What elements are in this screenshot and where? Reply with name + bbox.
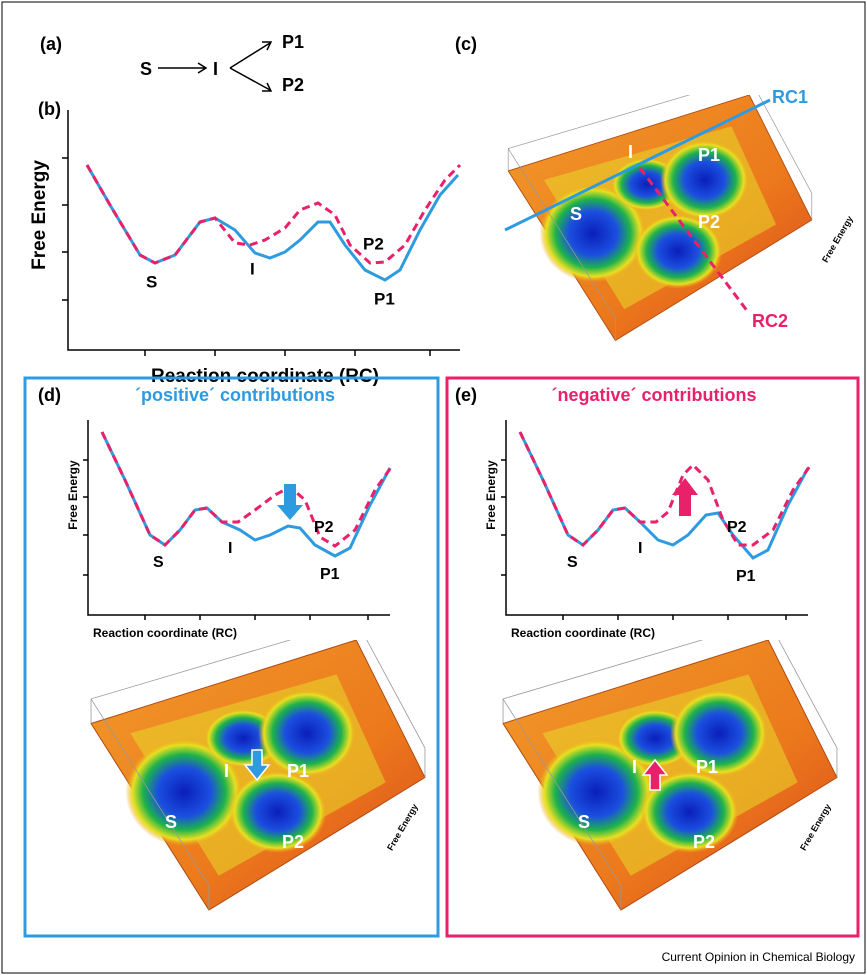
- state: P2: [363, 234, 384, 253]
- state: P2: [693, 832, 715, 852]
- arrow: [158, 63, 206, 73]
- state: I: [224, 761, 229, 781]
- x-axis-label: Reaction coordinate (RC): [93, 626, 237, 640]
- z-axis-label: Free Energy: [385, 802, 420, 852]
- panel-label: (d): [38, 385, 61, 405]
- profile-curve: [520, 432, 808, 558]
- state: P2: [282, 75, 304, 95]
- energy-surface: [503, 620, 837, 910]
- y-axis-label: Free Energy: [29, 160, 50, 270]
- state: I: [250, 259, 255, 278]
- rc-label: RC1: [772, 87, 808, 107]
- state: S: [567, 554, 578, 571]
- panel-title: ´negative´ contributions: [551, 385, 756, 405]
- state: S: [570, 204, 582, 224]
- profile-curve-alt: [102, 432, 392, 546]
- x-axis-label: Reaction coordinate (RC): [511, 626, 655, 640]
- state: P2: [282, 832, 304, 852]
- profile-curve-alt: [87, 165, 460, 263]
- panel-label: (e): [455, 385, 477, 405]
- energy-surface: [508, 77, 812, 340]
- profile-curve-alt: [520, 432, 810, 545]
- state: P1: [282, 32, 304, 52]
- z-axis-label: Free Energy: [798, 802, 833, 852]
- state: P1: [696, 757, 718, 777]
- state: P1: [698, 145, 720, 165]
- state: I: [632, 757, 637, 777]
- panel-label: (a): [40, 34, 62, 54]
- axes: [83, 420, 390, 620]
- state: P2: [314, 519, 334, 536]
- z-axis-label: Free Energy: [820, 214, 855, 264]
- panel-label: (c): [455, 34, 477, 54]
- state: I: [213, 59, 218, 79]
- arrows: [230, 42, 271, 91]
- rc-label: RC2: [752, 311, 788, 331]
- panel-title: ´positive´ contributions: [135, 385, 335, 405]
- credit: Current Opinion in Chemical Biology: [662, 950, 855, 964]
- state: P2: [727, 519, 747, 536]
- decrease-arrow: [277, 484, 303, 520]
- state: P1: [736, 568, 756, 585]
- state: P1: [287, 761, 309, 781]
- axes: [501, 420, 808, 620]
- state: S: [578, 812, 590, 832]
- state: I: [228, 540, 232, 557]
- axes: [62, 110, 460, 356]
- y-axis-label: Free Energy: [484, 460, 498, 530]
- y-axis-label: Free Energy: [66, 460, 80, 530]
- state: P1: [374, 289, 395, 308]
- state: P1: [320, 566, 340, 583]
- figure: (a) S I P1 P2 (b) Free Energy Reaction c…: [0, 0, 867, 975]
- profile-curve: [87, 165, 458, 280]
- increase-arrow: [672, 478, 698, 516]
- state: P2: [698, 212, 720, 232]
- state: S: [140, 59, 152, 79]
- state: S: [153, 554, 164, 571]
- panel-label: (b): [38, 99, 61, 119]
- state: I: [638, 540, 642, 557]
- state: S: [146, 272, 157, 291]
- state: I: [628, 142, 633, 162]
- state: S: [165, 812, 177, 832]
